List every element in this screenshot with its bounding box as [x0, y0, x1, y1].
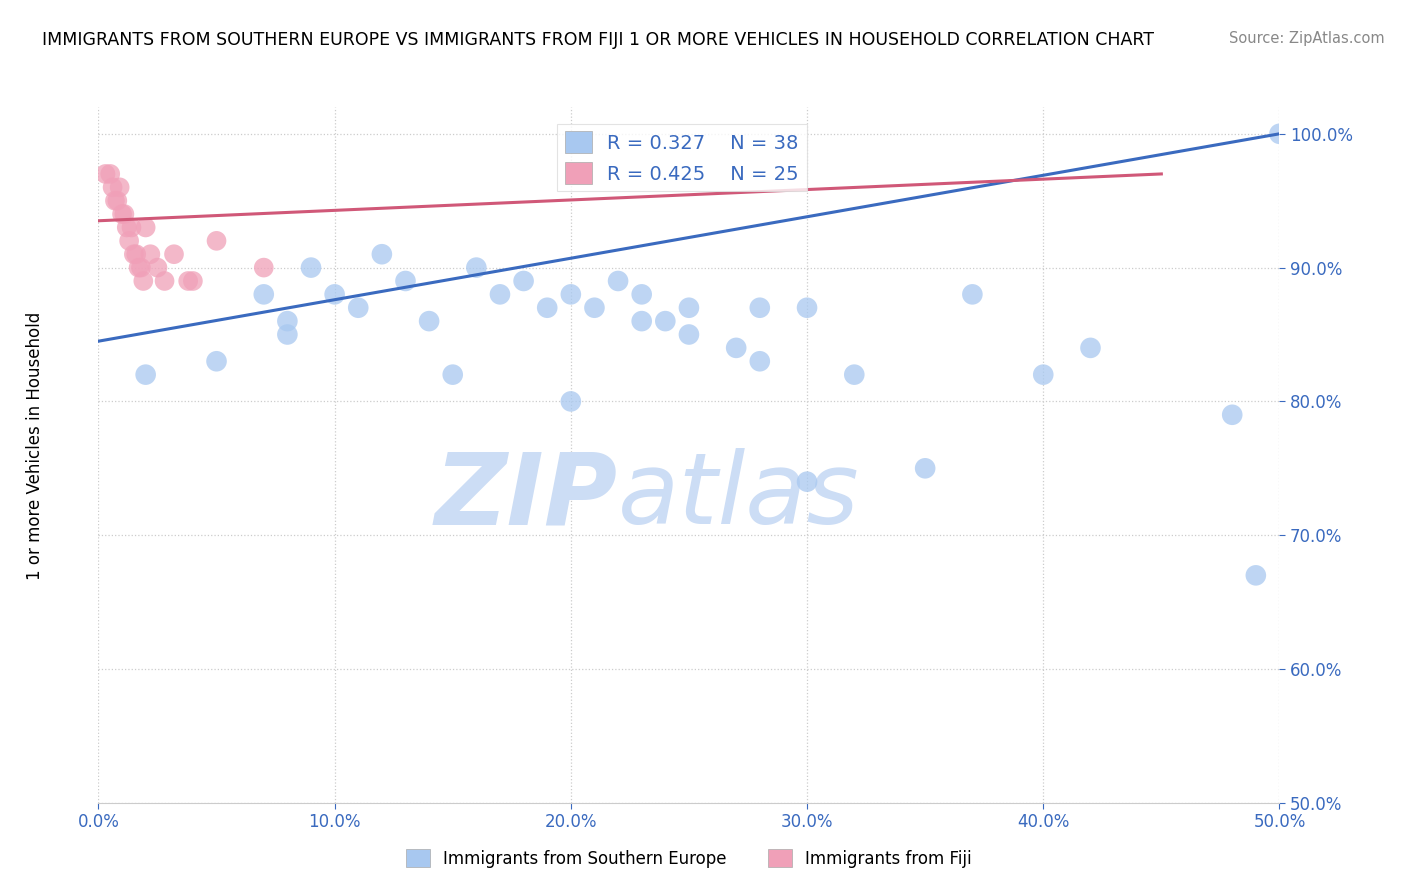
Point — [748, 354, 770, 368]
Text: IMMIGRANTS FROM SOUTHERN EUROPE VS IMMIGRANTS FROM FIJI 1 OR MORE VEHICLES IN HO: IMMIGRANTS FROM SOUTHERN EUROPE VS IMMIG… — [42, 31, 1154, 49]
Point — [115, 220, 138, 235]
Point — [177, 274, 200, 288]
Point — [276, 314, 298, 328]
Point — [536, 301, 558, 315]
Point — [112, 207, 135, 221]
Point — [441, 368, 464, 382]
Point — [844, 368, 866, 382]
Point — [1220, 408, 1243, 422]
Point — [962, 287, 984, 301]
Point — [108, 180, 131, 194]
Point — [465, 260, 488, 275]
Point — [135, 220, 157, 235]
Point — [205, 234, 228, 248]
Point — [299, 260, 322, 275]
Point — [748, 301, 770, 315]
Point — [1244, 568, 1267, 582]
Point — [104, 194, 127, 208]
Point — [796, 475, 818, 489]
Point — [253, 287, 276, 301]
Point — [118, 234, 141, 248]
Point — [181, 274, 204, 288]
Point — [678, 301, 700, 315]
Point — [678, 327, 700, 342]
Text: ZIP: ZIP — [434, 448, 619, 545]
Point — [1032, 368, 1054, 382]
Point — [111, 207, 134, 221]
Point — [153, 274, 176, 288]
Point — [607, 274, 630, 288]
Point — [914, 461, 936, 475]
Point — [276, 327, 298, 342]
Point — [121, 220, 143, 235]
Point — [560, 394, 582, 409]
Point — [560, 287, 582, 301]
Point — [129, 260, 152, 275]
Point — [205, 354, 228, 368]
Point — [146, 260, 169, 275]
Point — [630, 287, 652, 301]
Point — [489, 287, 512, 301]
Point — [122, 247, 145, 261]
Point — [654, 314, 676, 328]
Point — [1080, 341, 1102, 355]
Point — [135, 368, 157, 382]
Text: atlas: atlas — [619, 448, 859, 545]
Point — [253, 260, 276, 275]
Legend: Immigrants from Southern Europe, Immigrants from Fiji: Immigrants from Southern Europe, Immigra… — [399, 842, 979, 874]
Point — [512, 274, 534, 288]
Text: 1 or more Vehicles in Household: 1 or more Vehicles in Household — [27, 312, 44, 580]
Point — [1268, 127, 1291, 141]
Point — [101, 180, 124, 194]
Text: Source: ZipAtlas.com: Source: ZipAtlas.com — [1229, 31, 1385, 46]
Point — [796, 301, 818, 315]
Point — [128, 260, 150, 275]
Point — [163, 247, 186, 261]
Point — [98, 167, 121, 181]
Point — [94, 167, 117, 181]
Point — [371, 247, 394, 261]
Point — [418, 314, 440, 328]
Point — [394, 274, 416, 288]
Point — [323, 287, 346, 301]
Point — [132, 274, 155, 288]
Point — [583, 301, 606, 315]
Point — [139, 247, 162, 261]
Point — [725, 341, 748, 355]
Point — [630, 314, 652, 328]
Point — [125, 247, 148, 261]
Point — [105, 194, 128, 208]
Point — [347, 301, 370, 315]
